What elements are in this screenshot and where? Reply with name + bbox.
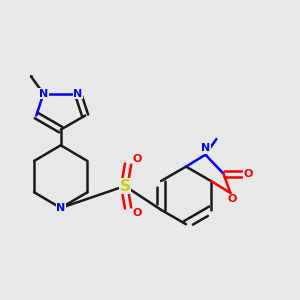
- Text: N: N: [201, 143, 211, 153]
- Text: O: O: [227, 194, 237, 204]
- Text: O: O: [243, 169, 253, 179]
- Text: O: O: [132, 208, 142, 218]
- Text: N: N: [56, 203, 65, 213]
- Text: S: S: [119, 178, 130, 194]
- Text: N: N: [73, 88, 83, 99]
- Text: N: N: [39, 88, 48, 99]
- Text: O: O: [132, 154, 142, 164]
